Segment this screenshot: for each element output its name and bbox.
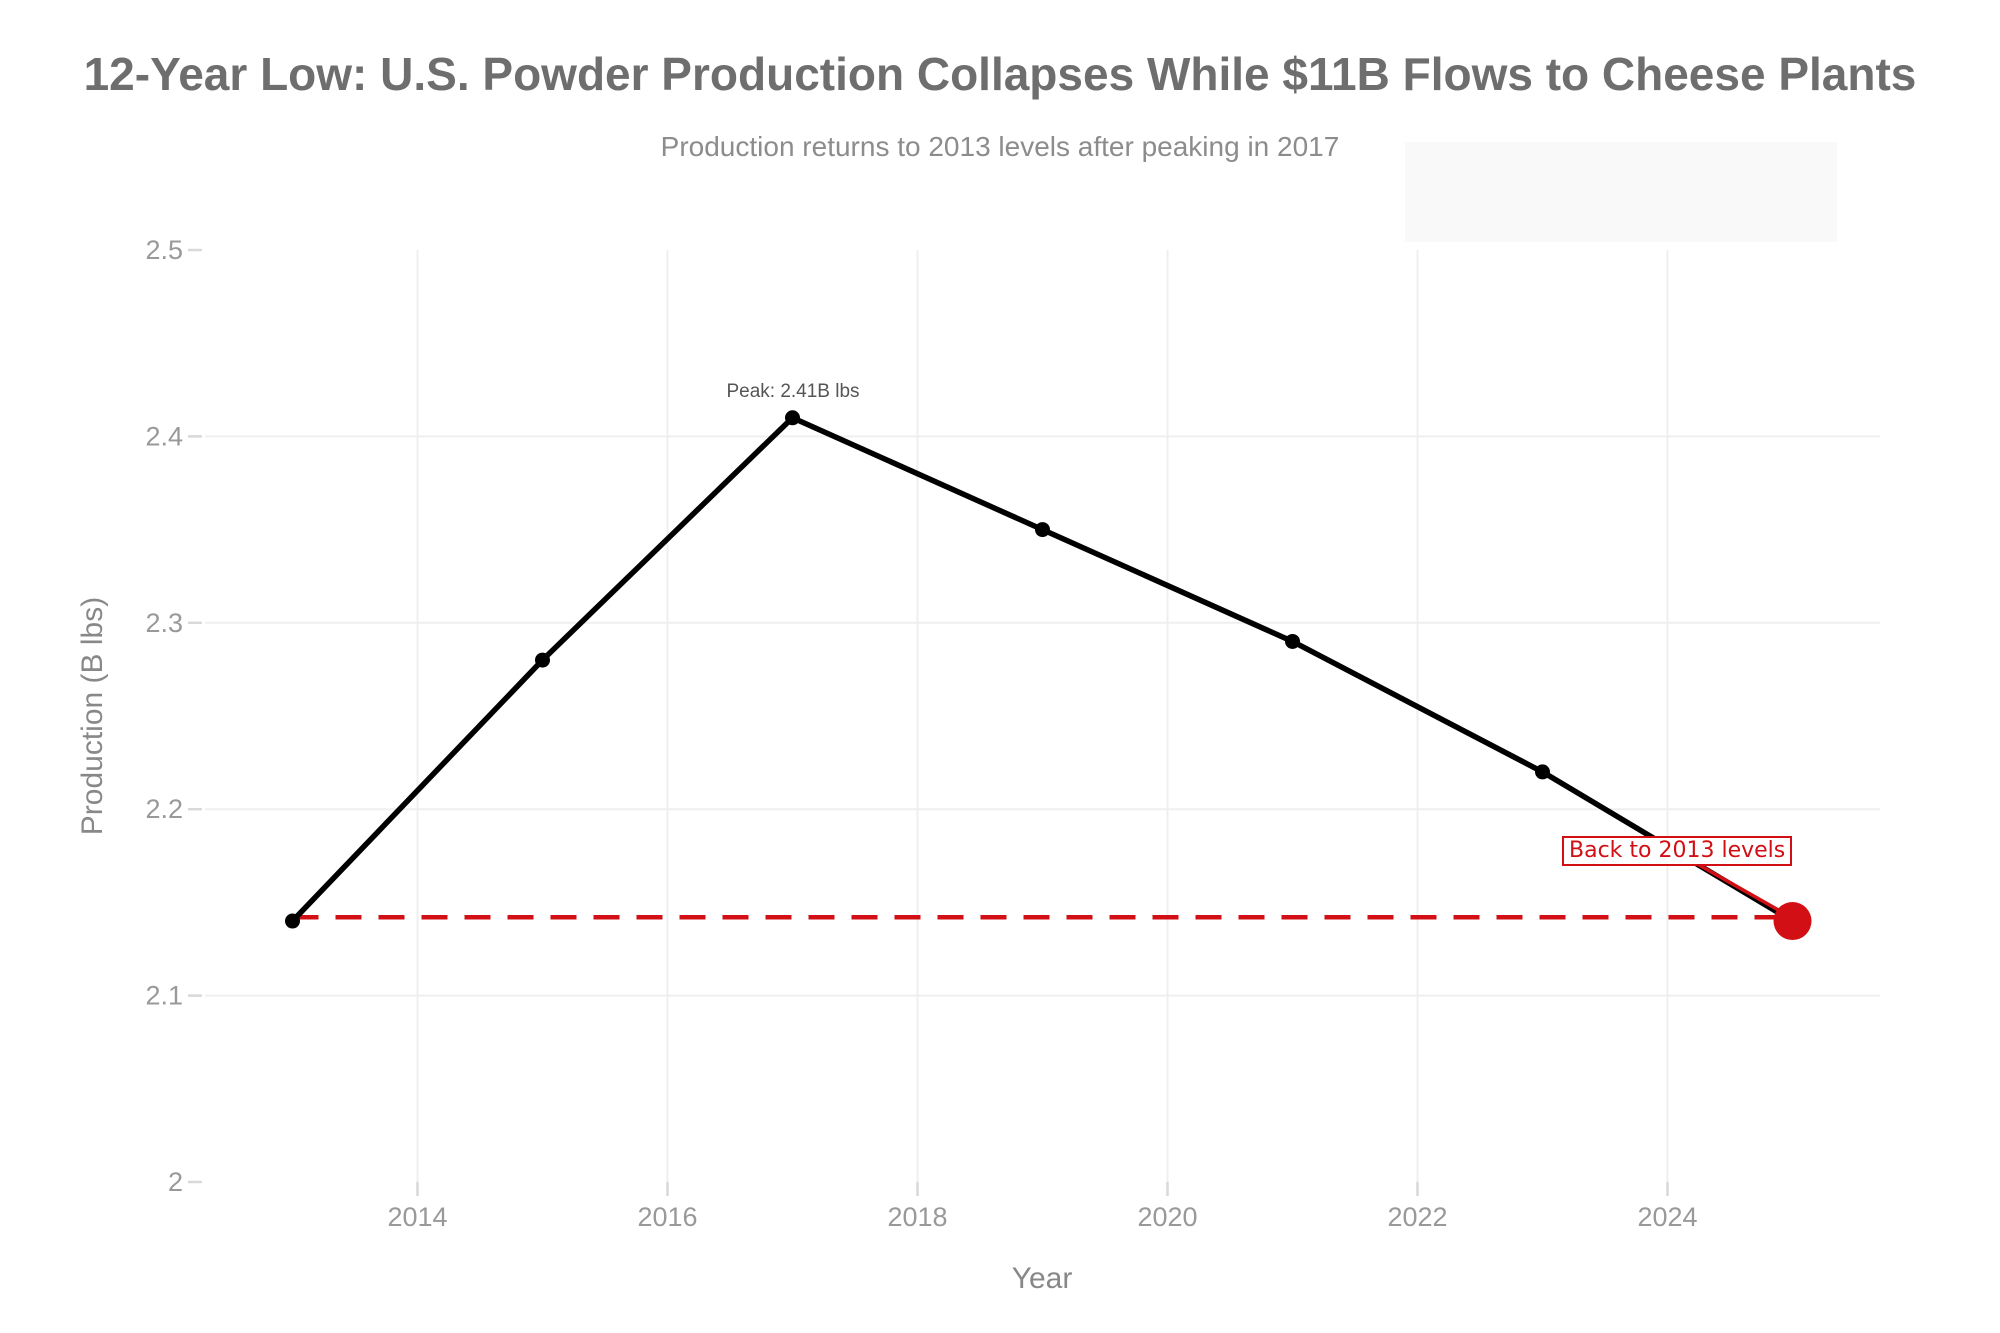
callout-leader-line [1691,859,1794,920]
y-tick-label: 2 [168,1167,183,1197]
x-tick-label: 2018 [887,1202,947,1232]
data-point-marker [535,652,550,668]
data-point-marker [1035,522,1050,538]
data-point-marker [785,410,800,426]
data-point-marker [1285,633,1300,649]
x-tick-label: 2022 [1387,1202,1447,1232]
x-axis-title: Year [1011,1262,1073,1295]
decorative-rectangle [1405,142,1837,242]
y-tick-label: 2.4 [145,421,183,451]
back-to-2013-callout: Back to 2013 levels [1562,836,1793,866]
x-tick-label: 2016 [637,1202,697,1232]
y-tick-label: 2.2 [145,794,183,824]
chart-title: 12-Year Low: U.S. Powder Production Coll… [83,48,1917,100]
x-tick-label: 2014 [387,1202,447,1232]
x-tick-label: 2020 [1137,1202,1197,1232]
y-axis-title: Production (B lbs) [76,596,109,836]
final-point-marker-2025 [1773,902,1812,941]
y-tick-label: 2.5 [145,235,183,265]
y-tick-label: 2.1 [145,981,183,1011]
chart-subtitle: Production returns to 2013 levels after … [660,131,1340,162]
y-tick-label: 2.3 [145,608,183,638]
data-point-marker [285,913,300,929]
data-point-marker [1535,764,1550,780]
peak-annotation: Peak: 2.41B lbs [726,381,860,402]
x-tick-label: 2024 [1637,1202,1697,1232]
